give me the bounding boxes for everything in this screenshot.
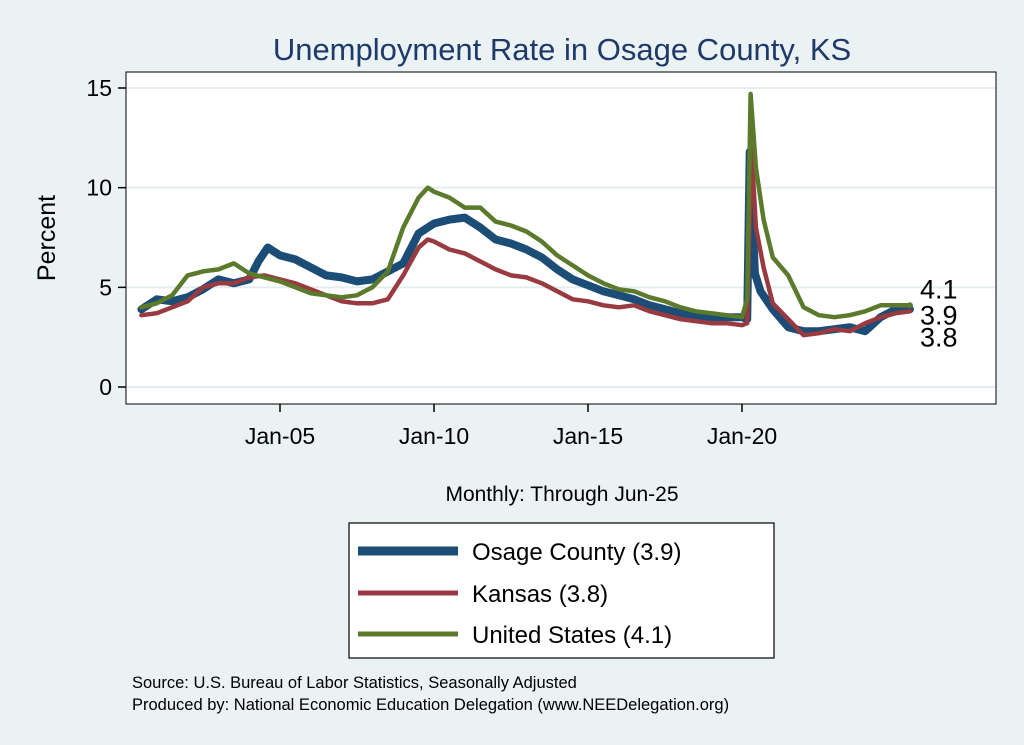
end-label-kansas: 3.8	[920, 322, 958, 352]
y-tick-label: 15	[86, 75, 112, 101]
plot-area	[125, 71, 997, 405]
legend-label-us: United States (4.1)	[472, 622, 672, 649]
axes: 0 5 10 15 Jan-05 Jan-10 Jan-15 Jan-20	[86, 75, 777, 449]
series-line-us	[139, 91, 913, 320]
x-tick-label: Jan-10	[399, 423, 469, 449]
series-lines	[137, 91, 914, 338]
source-note: Source: U.S. Bureau of Labor Statistics,…	[132, 674, 577, 692]
grid	[127, 87, 995, 388]
chart-title: Unemployment Rate in Osage County, KS	[273, 32, 851, 67]
end-labels: 4.13.93.8	[906, 274, 958, 352]
y-axis-label: Percent	[33, 195, 61, 281]
series-line-osage	[137, 147, 914, 336]
x-axis-label: Monthly: Through Jun-25	[445, 483, 678, 506]
legend: Osage County (3.9) Kansas (3.8) United S…	[348, 522, 775, 659]
legend-label-osage: Osage County (3.9)	[472, 539, 681, 566]
x-tick-label: Jan-15	[553, 423, 623, 449]
end-label-us: 4.1	[920, 274, 958, 304]
y-tick-label: 5	[99, 274, 112, 300]
end-label-osage: 3.9	[920, 300, 958, 330]
producer-note: Produced by: National Economic Education…	[132, 696, 729, 714]
y-tick-label: 10	[86, 175, 112, 201]
end-marker-us	[906, 302, 913, 309]
y-tick-label: 0	[99, 374, 112, 400]
legend-label-kansas: Kansas (3.8)	[472, 581, 608, 608]
x-tick-label: Jan-05	[245, 423, 315, 449]
x-tick-label: Jan-20	[707, 423, 777, 449]
